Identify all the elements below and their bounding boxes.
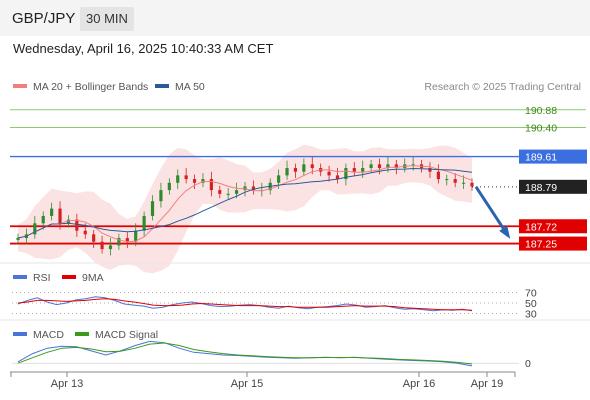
timeframe-button[interactable]: 30 MIN bbox=[80, 7, 134, 31]
rsi-tick-label: 30 bbox=[525, 308, 537, 320]
candle-body bbox=[234, 190, 239, 194]
projection-arrow bbox=[474, 185, 510, 237]
rsi-ma-legend-swatch bbox=[62, 275, 76, 279]
macd-panel: 0 bbox=[12, 340, 531, 370]
candle-body bbox=[167, 182, 171, 191]
candle-body bbox=[209, 179, 213, 191]
datetime-stamp: Wednesday, April 16, 2025 10:40:33 AM CE… bbox=[13, 41, 274, 56]
candle-body bbox=[445, 179, 449, 181]
level-label-2: 189.61 bbox=[525, 152, 557, 164]
candle-body bbox=[226, 193, 230, 195]
ma50-legend-swatch bbox=[155, 84, 169, 88]
candle-body bbox=[100, 241, 104, 250]
macd-tick-label: 0 bbox=[525, 358, 531, 370]
rsi-legend-label: RSI bbox=[33, 272, 51, 284]
candle-body bbox=[293, 168, 298, 172]
projection-arrow-head bbox=[499, 225, 511, 239]
candle-body bbox=[184, 175, 188, 180]
candle-body bbox=[150, 201, 155, 216]
last-price-label: 188.79 bbox=[525, 182, 557, 194]
level-tag-4 bbox=[519, 236, 587, 251]
ma20-legend-label: MA 20 + Bollinger Bands bbox=[33, 81, 148, 93]
candle-body bbox=[394, 164, 398, 169]
price-chart: 190.88 190.40 189.61 187.72 187.25 188.79 bbox=[0, 105, 590, 321]
candle-body bbox=[453, 179, 457, 183]
candle-body bbox=[92, 234, 96, 242]
credit-text: Research © 2025 Trading Central bbox=[424, 81, 581, 93]
candle-body bbox=[470, 182, 474, 187]
candle-body bbox=[201, 179, 205, 183]
candle-body bbox=[66, 219, 71, 224]
candle-body bbox=[58, 208, 62, 224]
rsi-legend-swatch bbox=[13, 275, 27, 279]
ma20-line bbox=[17, 165, 473, 243]
candle-body bbox=[192, 179, 197, 183]
candle-body bbox=[285, 168, 289, 176]
candle-body bbox=[344, 168, 348, 180]
candle-body bbox=[134, 230, 138, 242]
macd-signal-legend-swatch bbox=[75, 332, 89, 336]
candle-body bbox=[75, 219, 79, 231]
x-tick-label: Apr 15 bbox=[231, 378, 263, 390]
candle-body bbox=[327, 171, 331, 176]
candle-body bbox=[352, 168, 356, 172]
rsi-tick-label: 70 bbox=[525, 288, 537, 300]
rsi-tick-label: 50 bbox=[525, 298, 537, 310]
candle-body bbox=[159, 190, 163, 202]
x-axis: Apr 13 Apr 15 Apr 16 Apr 19 bbox=[10, 371, 516, 390]
candle-body bbox=[83, 230, 87, 235]
candle-body bbox=[310, 164, 314, 169]
candle-body bbox=[461, 182, 466, 184]
candle-body bbox=[125, 238, 129, 242]
rsi-ma-line bbox=[17, 298, 473, 311]
candle-body bbox=[33, 223, 37, 235]
candle-body bbox=[436, 171, 440, 180]
candle-body bbox=[218, 190, 222, 194]
macd-signal-line bbox=[17, 342, 473, 365]
candle-body bbox=[117, 238, 121, 246]
level-label-0: 190.88 bbox=[525, 105, 557, 117]
pair-title: GBP/JPY bbox=[12, 10, 76, 27]
candle-body bbox=[335, 175, 340, 180]
candle-body bbox=[41, 215, 45, 224]
x-tick-label: Apr 13 bbox=[51, 378, 83, 390]
ma50-line bbox=[17, 167, 473, 239]
candle-body bbox=[16, 238, 20, 240]
header-bar: GBP/JPY 30 MIN bbox=[0, 0, 590, 36]
level-label-3: 187.72 bbox=[525, 221, 557, 233]
candle-body bbox=[361, 168, 365, 172]
level-tag-2 bbox=[519, 149, 587, 164]
ma50-legend-label: MA 50 bbox=[175, 81, 205, 93]
candle-body bbox=[428, 168, 432, 172]
bollinger-band-fill bbox=[18, 144, 472, 274]
macd-legend-label: MACD bbox=[33, 329, 64, 341]
x-tick-label: Apr 19 bbox=[471, 378, 503, 390]
candle-body bbox=[251, 186, 256, 191]
rsi-line bbox=[17, 296, 473, 312]
macd-line bbox=[17, 340, 473, 367]
candle-body bbox=[142, 215, 146, 231]
macd-legend-swatch bbox=[13, 332, 27, 336]
candle-body bbox=[377, 164, 382, 169]
candle-body bbox=[386, 164, 390, 169]
candle-body bbox=[243, 186, 247, 191]
candle-body bbox=[411, 164, 415, 166]
candle-body bbox=[277, 175, 281, 183]
level-label-1: 190.40 bbox=[525, 122, 557, 134]
last-price-tag bbox=[519, 179, 587, 194]
candle-body bbox=[302, 164, 306, 172]
candle-body bbox=[50, 208, 54, 216]
level-tag-3 bbox=[519, 219, 587, 234]
ma20-legend-swatch bbox=[13, 84, 27, 88]
candle-body bbox=[108, 245, 113, 250]
level-label-4: 187.25 bbox=[525, 239, 557, 251]
rsi-ma-legend-label: 9MA bbox=[82, 272, 104, 284]
candle-body bbox=[176, 175, 180, 183]
candle-body bbox=[369, 164, 373, 169]
macd-signal-legend-label: MACD Signal bbox=[95, 329, 158, 341]
x-tick-label: Apr 16 bbox=[403, 378, 435, 390]
